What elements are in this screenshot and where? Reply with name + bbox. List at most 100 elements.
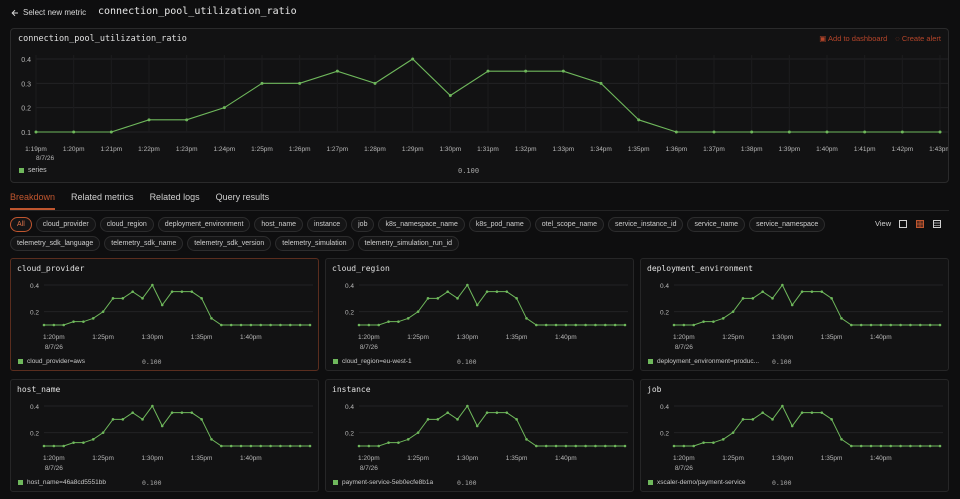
data-point xyxy=(599,81,603,85)
create-alert-button[interactable]: ◌ Create alert xyxy=(895,34,941,43)
breakdown-card-cloud-region[interactable]: cloud_region 0.4 0.2 1:20pm 1:25pm 1:30pm 1:35… xyxy=(325,258,634,371)
series-swatch xyxy=(333,359,338,364)
data-point xyxy=(525,438,528,441)
card-legend-value: 0.100 xyxy=(772,358,792,366)
series-swatch xyxy=(18,359,23,364)
data-point xyxy=(928,444,932,448)
chip-service-name[interactable]: service_name xyxy=(687,217,746,232)
data-point xyxy=(190,290,194,293)
create-alert-label: Create alert xyxy=(901,34,941,43)
chip-service-namespace[interactable]: service_namespace xyxy=(749,217,826,232)
grid-view-icon[interactable] xyxy=(916,219,925,228)
card-legend-label: deployment_environment=produc... xyxy=(657,358,760,365)
x-tick-label: 1:27pm xyxy=(326,146,348,153)
data-point xyxy=(741,297,745,300)
view-toggle: View xyxy=(875,219,942,228)
single-view-icon[interactable] xyxy=(899,219,908,228)
main-line-chart: 0.4 0.3 0.2 0.1 1:19pm 1:20pm 1:21pm 1:22pm 1:23… xyxy=(21,55,948,162)
card-title: deployment_environment xyxy=(647,264,753,273)
chip-telemetry-sdk-version[interactable]: telemetry_sdk_version xyxy=(187,236,272,251)
chip-telemetry-simulation[interactable]: telemetry_simulation xyxy=(275,236,354,251)
breakdown-card-host-name[interactable]: host_name 0.4 0.2 1:20pm 1:25pm 1:30pm 1:35pm 1… xyxy=(10,379,319,492)
card-title: cloud_provider xyxy=(17,264,85,273)
chip-deployment-environment[interactable]: deployment_environment xyxy=(157,217,251,232)
data-point xyxy=(830,297,833,300)
breakdown-card-job[interactable]: job 0.4 0.2 1:20pm 1:25pm 1:30pm 1:35pm 1:40pm 8… xyxy=(640,379,949,492)
tab-query-results[interactable]: Query results xyxy=(215,192,270,202)
data-point xyxy=(682,444,686,448)
y-tick-label: 0.4 xyxy=(30,404,39,411)
tab-breakdown[interactable]: Breakdown xyxy=(10,192,56,210)
data-point xyxy=(712,441,715,444)
chip-all[interactable]: All xyxy=(10,217,32,232)
chip-cloud-provider[interactable]: cloud_provider xyxy=(35,217,96,232)
card-legend: deployment_environment=produc... xyxy=(648,358,759,365)
data-point xyxy=(222,106,226,110)
chip-telemetry-sdk-name[interactable]: telemetry_sdk_name xyxy=(104,236,184,251)
tab-related-logs[interactable]: Related logs xyxy=(149,192,200,202)
tab-bar: Breakdown Related metrics Related logs Quer… xyxy=(10,192,269,210)
data-point xyxy=(357,444,361,448)
breakdown-card-deployment-environment[interactable]: deployment_environment 0.4 0.2 1:20pm 1:25pm… xyxy=(640,258,949,371)
data-point xyxy=(170,290,174,293)
data-point xyxy=(840,438,843,441)
back-button[interactable]: Select new metric xyxy=(11,8,86,17)
data-point xyxy=(820,411,824,414)
card-legend-label: cloud_provider=aws xyxy=(27,358,85,365)
data-point xyxy=(761,290,764,293)
tab-related-metrics[interactable]: Related metrics xyxy=(71,192,134,202)
data-point xyxy=(411,57,415,61)
y-tick-label: 0.4 xyxy=(345,404,354,411)
chip-instance[interactable]: instance xyxy=(307,217,348,232)
data-point xyxy=(72,130,76,134)
y-tick-label: 0.3 xyxy=(21,81,31,88)
x-tick-label: 1:43pm xyxy=(929,146,948,153)
add-to-dashboard-button[interactable]: ▣ Add to dashboard xyxy=(819,34,887,43)
data-point xyxy=(288,444,292,448)
data-point xyxy=(900,130,904,134)
back-label: Select new metric xyxy=(23,8,87,17)
chip-telemetry-sdk-language[interactable]: telemetry_sdk_language xyxy=(10,236,101,251)
x-tick-label: 1:30pm xyxy=(772,334,794,341)
data-point xyxy=(180,411,184,414)
data-point xyxy=(594,444,597,448)
data-point xyxy=(387,441,390,444)
breakdown-card-cloud-provider[interactable]: cloud_provider 0.4 0.2 1:20pm 1:25pm 1:30pm 1:… xyxy=(10,258,319,371)
data-point xyxy=(160,303,164,307)
data-point xyxy=(574,444,578,448)
data-point xyxy=(889,323,893,327)
x-tick-label: 1:20pm xyxy=(673,334,695,341)
chip-k8s-namespace-name[interactable]: k8s_namespace_name xyxy=(378,217,465,232)
x-date-label: 8/7/26 xyxy=(36,155,54,162)
chip-job[interactable]: job xyxy=(351,217,375,232)
data-point xyxy=(820,290,824,293)
panel-title: connection_pool_utilization_ratio xyxy=(18,34,187,44)
arrow-left-icon xyxy=(11,9,18,16)
data-point xyxy=(564,323,568,327)
data-point xyxy=(889,444,893,448)
data-point xyxy=(525,317,528,320)
chip-telemetry-simulation-run-id[interactable]: telemetry_simulation_run_id xyxy=(357,236,460,251)
list-view-icon[interactable] xyxy=(933,219,942,228)
x-tick-label: 1:30pm xyxy=(142,334,164,341)
dashboard-icon: ▣ xyxy=(819,34,827,43)
card-legend-label: host_name=46a8cd5551bb xyxy=(27,479,106,486)
x-tick-label: 1:29pm xyxy=(402,146,424,153)
x-tick-label: 1:40pm xyxy=(870,455,892,462)
data-point xyxy=(259,323,263,327)
chip-otel-scope-name[interactable]: otel_scope_name xyxy=(534,217,604,232)
x-tick-label: 1:30pm xyxy=(457,334,479,341)
data-point xyxy=(52,444,56,448)
data-point xyxy=(637,118,641,122)
x-tick-label: 1:25pm xyxy=(722,455,744,462)
breakdown-card-instance[interactable]: instance 0.4 0.2 1:20pm 1:25pm 1:30pm 1:35pm 1:… xyxy=(325,379,634,492)
chip-service-instance-id[interactable]: service_instance_id xyxy=(608,217,684,232)
data-point xyxy=(712,130,716,134)
data-point xyxy=(373,81,377,85)
chip-k8s-pod-name[interactable]: k8s_pod_name xyxy=(468,217,531,232)
x-tick-label: 1:35pm xyxy=(191,334,213,341)
data-point xyxy=(131,290,134,293)
chip-host-name[interactable]: host_name xyxy=(254,217,304,232)
data-point xyxy=(426,418,430,421)
chip-cloud-region[interactable]: cloud_region xyxy=(99,217,154,232)
